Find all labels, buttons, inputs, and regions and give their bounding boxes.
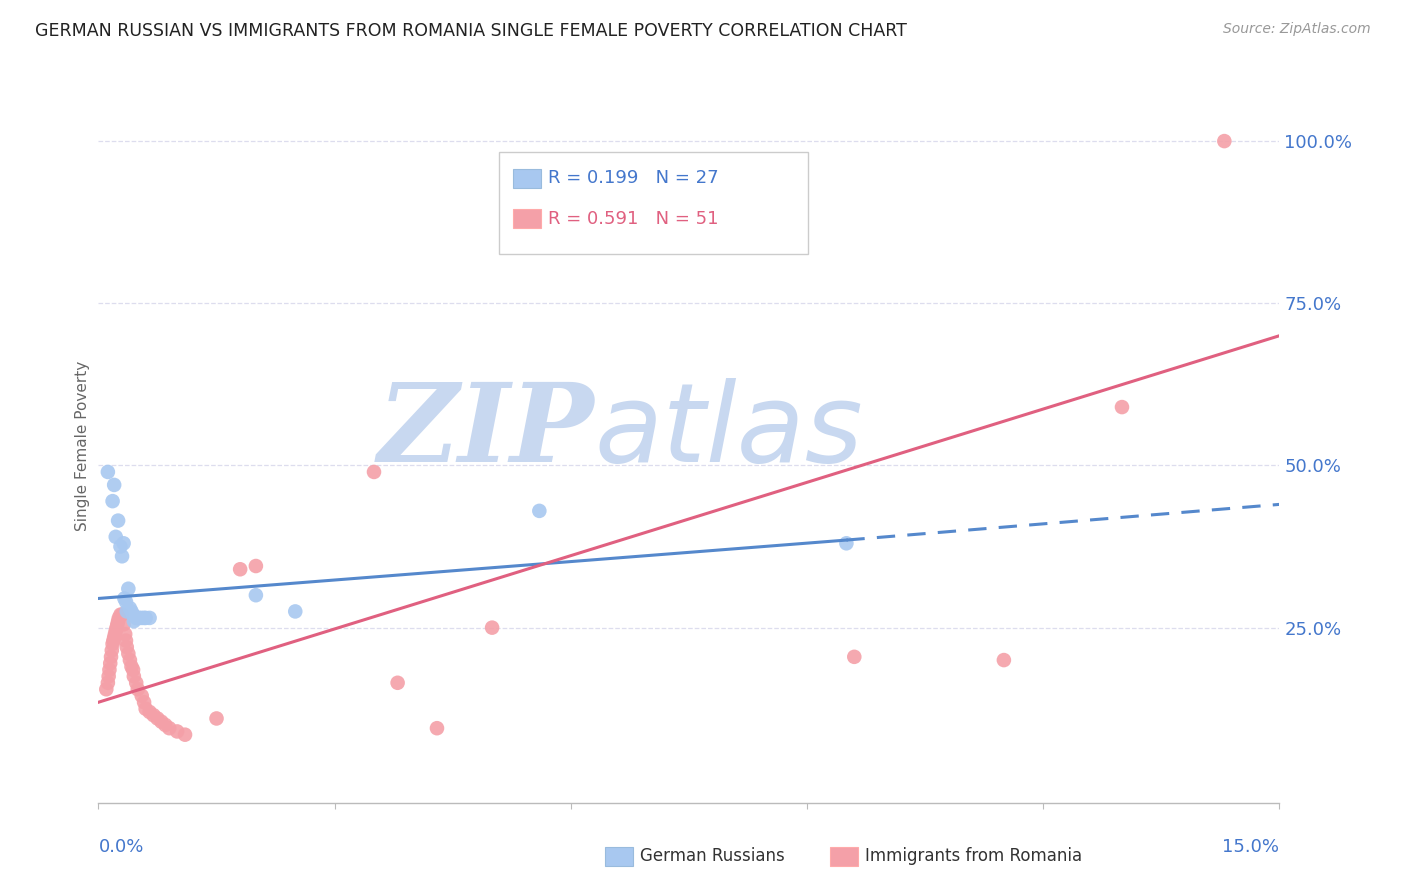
Text: Source: ZipAtlas.com: Source: ZipAtlas.com	[1223, 22, 1371, 37]
Point	[128, 611, 150, 625]
Point	[132, 611, 155, 625]
Point	[101, 643, 124, 657]
Point	[363, 465, 385, 479]
Text: GERMAN RUSSIAN VS IMMIGRANTS FROM ROMANIA SINGLE FEMALE POVERTY CORRELATION CHAR: GERMAN RUSSIAN VS IMMIGRANTS FROM ROMANI…	[35, 22, 907, 40]
Point	[103, 633, 125, 648]
Point	[135, 611, 157, 625]
Point	[97, 675, 120, 690]
Point	[96, 682, 118, 697]
Point	[101, 494, 124, 508]
Point	[105, 617, 128, 632]
Point	[993, 653, 1015, 667]
Point	[138, 705, 160, 719]
Point	[115, 640, 138, 654]
Point	[121, 659, 143, 673]
Point	[229, 562, 252, 576]
Text: R = 0.591   N = 51: R = 0.591 N = 51	[548, 210, 718, 227]
Point	[245, 559, 267, 574]
Point	[107, 514, 129, 528]
Point	[146, 711, 169, 725]
Point	[108, 611, 131, 625]
Point	[1213, 134, 1236, 148]
Point	[481, 621, 503, 635]
Point	[107, 614, 129, 628]
Point	[118, 653, 141, 667]
Point	[166, 724, 188, 739]
Point	[127, 611, 149, 625]
Point	[97, 669, 120, 683]
Point	[110, 607, 132, 622]
Text: German Russians: German Russians	[640, 847, 785, 865]
Text: 0.0%: 0.0%	[98, 838, 143, 856]
Point	[118, 601, 141, 615]
Point	[121, 604, 143, 618]
Point	[426, 721, 449, 735]
Text: R = 0.199   N = 27: R = 0.199 N = 27	[548, 169, 718, 187]
Point	[131, 689, 153, 703]
Point	[150, 714, 173, 729]
Point	[284, 604, 307, 618]
Text: 15.0%: 15.0%	[1222, 838, 1279, 856]
Text: atlas: atlas	[595, 378, 863, 485]
Point	[1111, 400, 1133, 414]
Point	[111, 549, 134, 564]
Point	[117, 582, 139, 596]
Point	[97, 465, 120, 479]
Point	[122, 663, 145, 677]
Point	[142, 708, 165, 723]
Point	[174, 728, 197, 742]
Point	[115, 604, 138, 618]
Point	[835, 536, 858, 550]
Point	[387, 675, 409, 690]
Text: ZIP: ZIP	[378, 378, 595, 485]
Point	[127, 682, 149, 697]
Point	[122, 607, 145, 622]
Point	[155, 718, 177, 732]
Point	[115, 633, 138, 648]
Text: Immigrants from Romania: Immigrants from Romania	[865, 847, 1081, 865]
Point	[104, 530, 127, 544]
Point	[103, 478, 125, 492]
Point	[98, 657, 121, 671]
Point	[100, 649, 122, 664]
Point	[114, 627, 136, 641]
Point	[245, 588, 267, 602]
Point	[111, 607, 134, 622]
Point	[105, 621, 128, 635]
Point	[104, 624, 127, 638]
Point	[131, 611, 153, 625]
Point	[132, 695, 155, 709]
Point	[112, 591, 135, 606]
Point	[115, 595, 138, 609]
Point	[138, 611, 160, 625]
Point	[104, 627, 127, 641]
Point	[529, 504, 551, 518]
Point	[205, 711, 228, 725]
Point	[122, 614, 145, 628]
Y-axis label: Single Female Poverty: Single Female Poverty	[75, 361, 90, 531]
Point	[110, 540, 132, 554]
Point	[103, 631, 125, 645]
Point	[125, 675, 148, 690]
Point	[135, 702, 157, 716]
Point	[125, 611, 148, 625]
Point	[98, 663, 121, 677]
Point	[112, 617, 135, 632]
Point	[122, 669, 145, 683]
Point	[101, 637, 124, 651]
Point	[157, 721, 180, 735]
Point	[112, 536, 135, 550]
Point	[117, 647, 139, 661]
Point	[844, 649, 866, 664]
